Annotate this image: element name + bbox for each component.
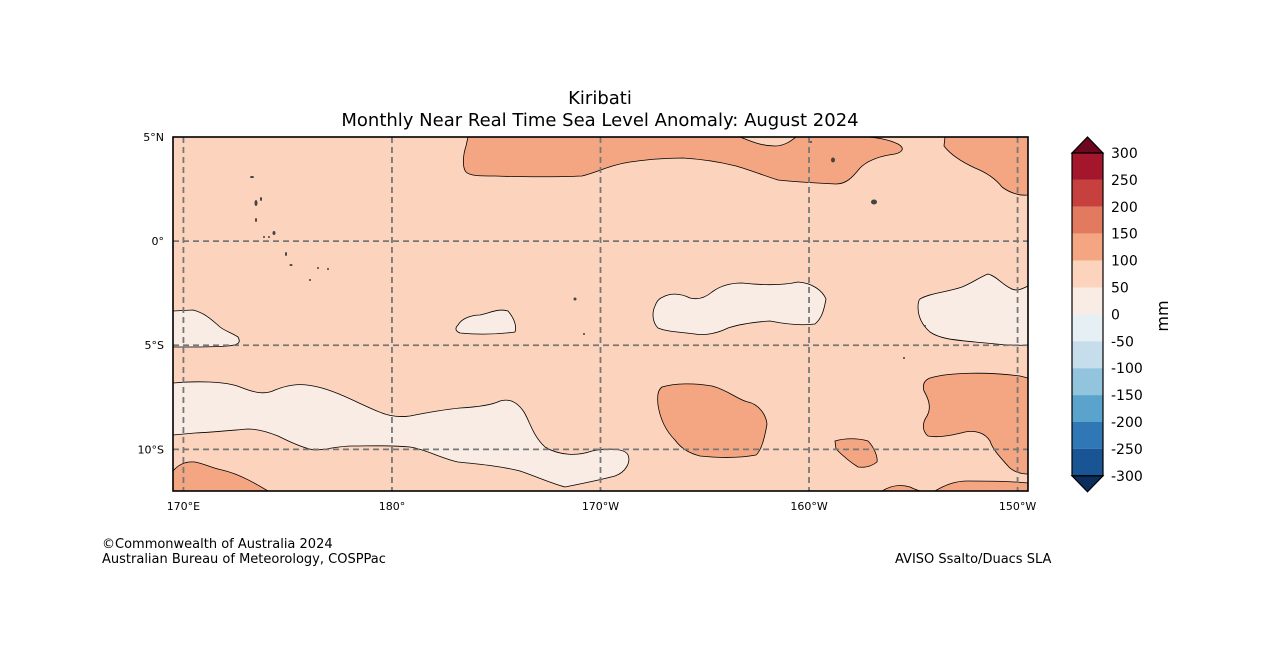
contour-high-south-small (834, 438, 878, 468)
colorbar-segment (1072, 422, 1103, 449)
lon-tick-label: 160°W (790, 500, 827, 513)
contour-high-southeast (922, 372, 1028, 475)
colorbar-over-triangle (1070, 136, 1105, 154)
agency-text: Australian Bureau of Meteorology, COSPPa… (102, 552, 386, 567)
contour-low-small-1 (455, 309, 516, 335)
island (309, 279, 311, 281)
colorbar-tick-label: 200 (1111, 200, 1138, 216)
gridlines (173, 137, 1028, 491)
lon-tick-label: 170°E (167, 500, 200, 513)
island (871, 199, 877, 205)
colorbar-segment (1072, 153, 1103, 180)
colorbar (1070, 136, 1105, 493)
island-markers (250, 141, 926, 359)
colorbar-tick-label: 150 (1111, 227, 1138, 243)
latitude-labels: 5°N 0° 5°S 10°S (138, 131, 164, 456)
colorbar-tick-label: -300 (1111, 469, 1143, 485)
colorbar-under-triangle (1070, 475, 1105, 493)
colorbar-segment (1072, 448, 1103, 476)
contour-high-southwest (173, 461, 269, 491)
lon-tick-label: 150°W (999, 500, 1036, 513)
colorbar-tick-label: 250 (1111, 173, 1138, 189)
island (573, 297, 577, 301)
lat-tick-label: 0° (152, 235, 165, 248)
anomaly-contours (173, 137, 1028, 491)
island (255, 218, 257, 222)
contour-high-bottom (881, 480, 1028, 491)
colorbar-tick-label: 0 (1111, 307, 1120, 323)
colorbar-tick-label: 100 (1111, 254, 1138, 270)
colorbar-tick-label: -250 (1111, 442, 1143, 458)
lon-tick-label: 180° (379, 500, 406, 513)
contour-low-central (652, 281, 827, 336)
colorbar-tick-label: -50 (1111, 334, 1134, 350)
colorbar-tick-label: -100 (1111, 361, 1143, 377)
colorbar-segment (1072, 395, 1103, 422)
island (285, 252, 287, 256)
colorbar-tick-label: 300 (1111, 146, 1138, 162)
colorbar-unit-label: mm (1153, 300, 1172, 331)
lat-tick-label: 5°N (143, 131, 164, 144)
island (924, 325, 926, 327)
island (268, 236, 270, 238)
island (250, 176, 254, 178)
longitude-labels: 170°E 180° 170°W 160°W 150°W (167, 500, 1037, 513)
contour-low-west (173, 309, 240, 348)
lat-tick-label: 5°S (145, 339, 164, 352)
colorbar-tick-label: 50 (1111, 281, 1129, 297)
colorbar-segment (1072, 287, 1103, 315)
colorbar-segment (1072, 368, 1103, 396)
map-title: Kiribati (568, 88, 632, 109)
island (263, 236, 265, 238)
island (289, 264, 293, 266)
colorbar-segment (1072, 206, 1103, 234)
colorbar-segment (1072, 314, 1103, 342)
colorbar-frame (1071, 152, 1104, 477)
island (254, 200, 258, 206)
colorbar-tick-label: -150 (1111, 388, 1143, 404)
colorbar-segment (1072, 179, 1103, 207)
colorbar-tick-label: -200 (1111, 415, 1143, 431)
island (327, 268, 329, 270)
contour-high-south-central (657, 383, 768, 458)
island (831, 157, 835, 163)
colorbar-segment (1072, 341, 1103, 369)
contour-low-east (917, 273, 1028, 346)
island (272, 231, 276, 235)
island (903, 357, 905, 359)
contour-high-northeast (943, 137, 1028, 196)
island (810, 141, 812, 143)
map-frame (172, 136, 1029, 492)
lon-tick-label: 170°W (582, 500, 619, 513)
copyright-text: ©Commonwealth of Australia 2024 (102, 537, 333, 552)
data-source-text: AVISO Ssalto/Duacs SLA (895, 552, 1052, 567)
island (583, 333, 585, 335)
colorbar-segment (1072, 233, 1103, 261)
island (317, 267, 319, 269)
map-subtitle: Monthly Near Real Time Sea Level Anomaly… (341, 110, 859, 131)
colorbar-segment (1072, 260, 1103, 288)
colorbar-labels: 300 250 200 150 100 50 0 -50 -100 -150 -200 -250 -30… (1111, 146, 1143, 485)
island (260, 197, 262, 201)
lat-tick-label: 10°S (138, 443, 164, 456)
